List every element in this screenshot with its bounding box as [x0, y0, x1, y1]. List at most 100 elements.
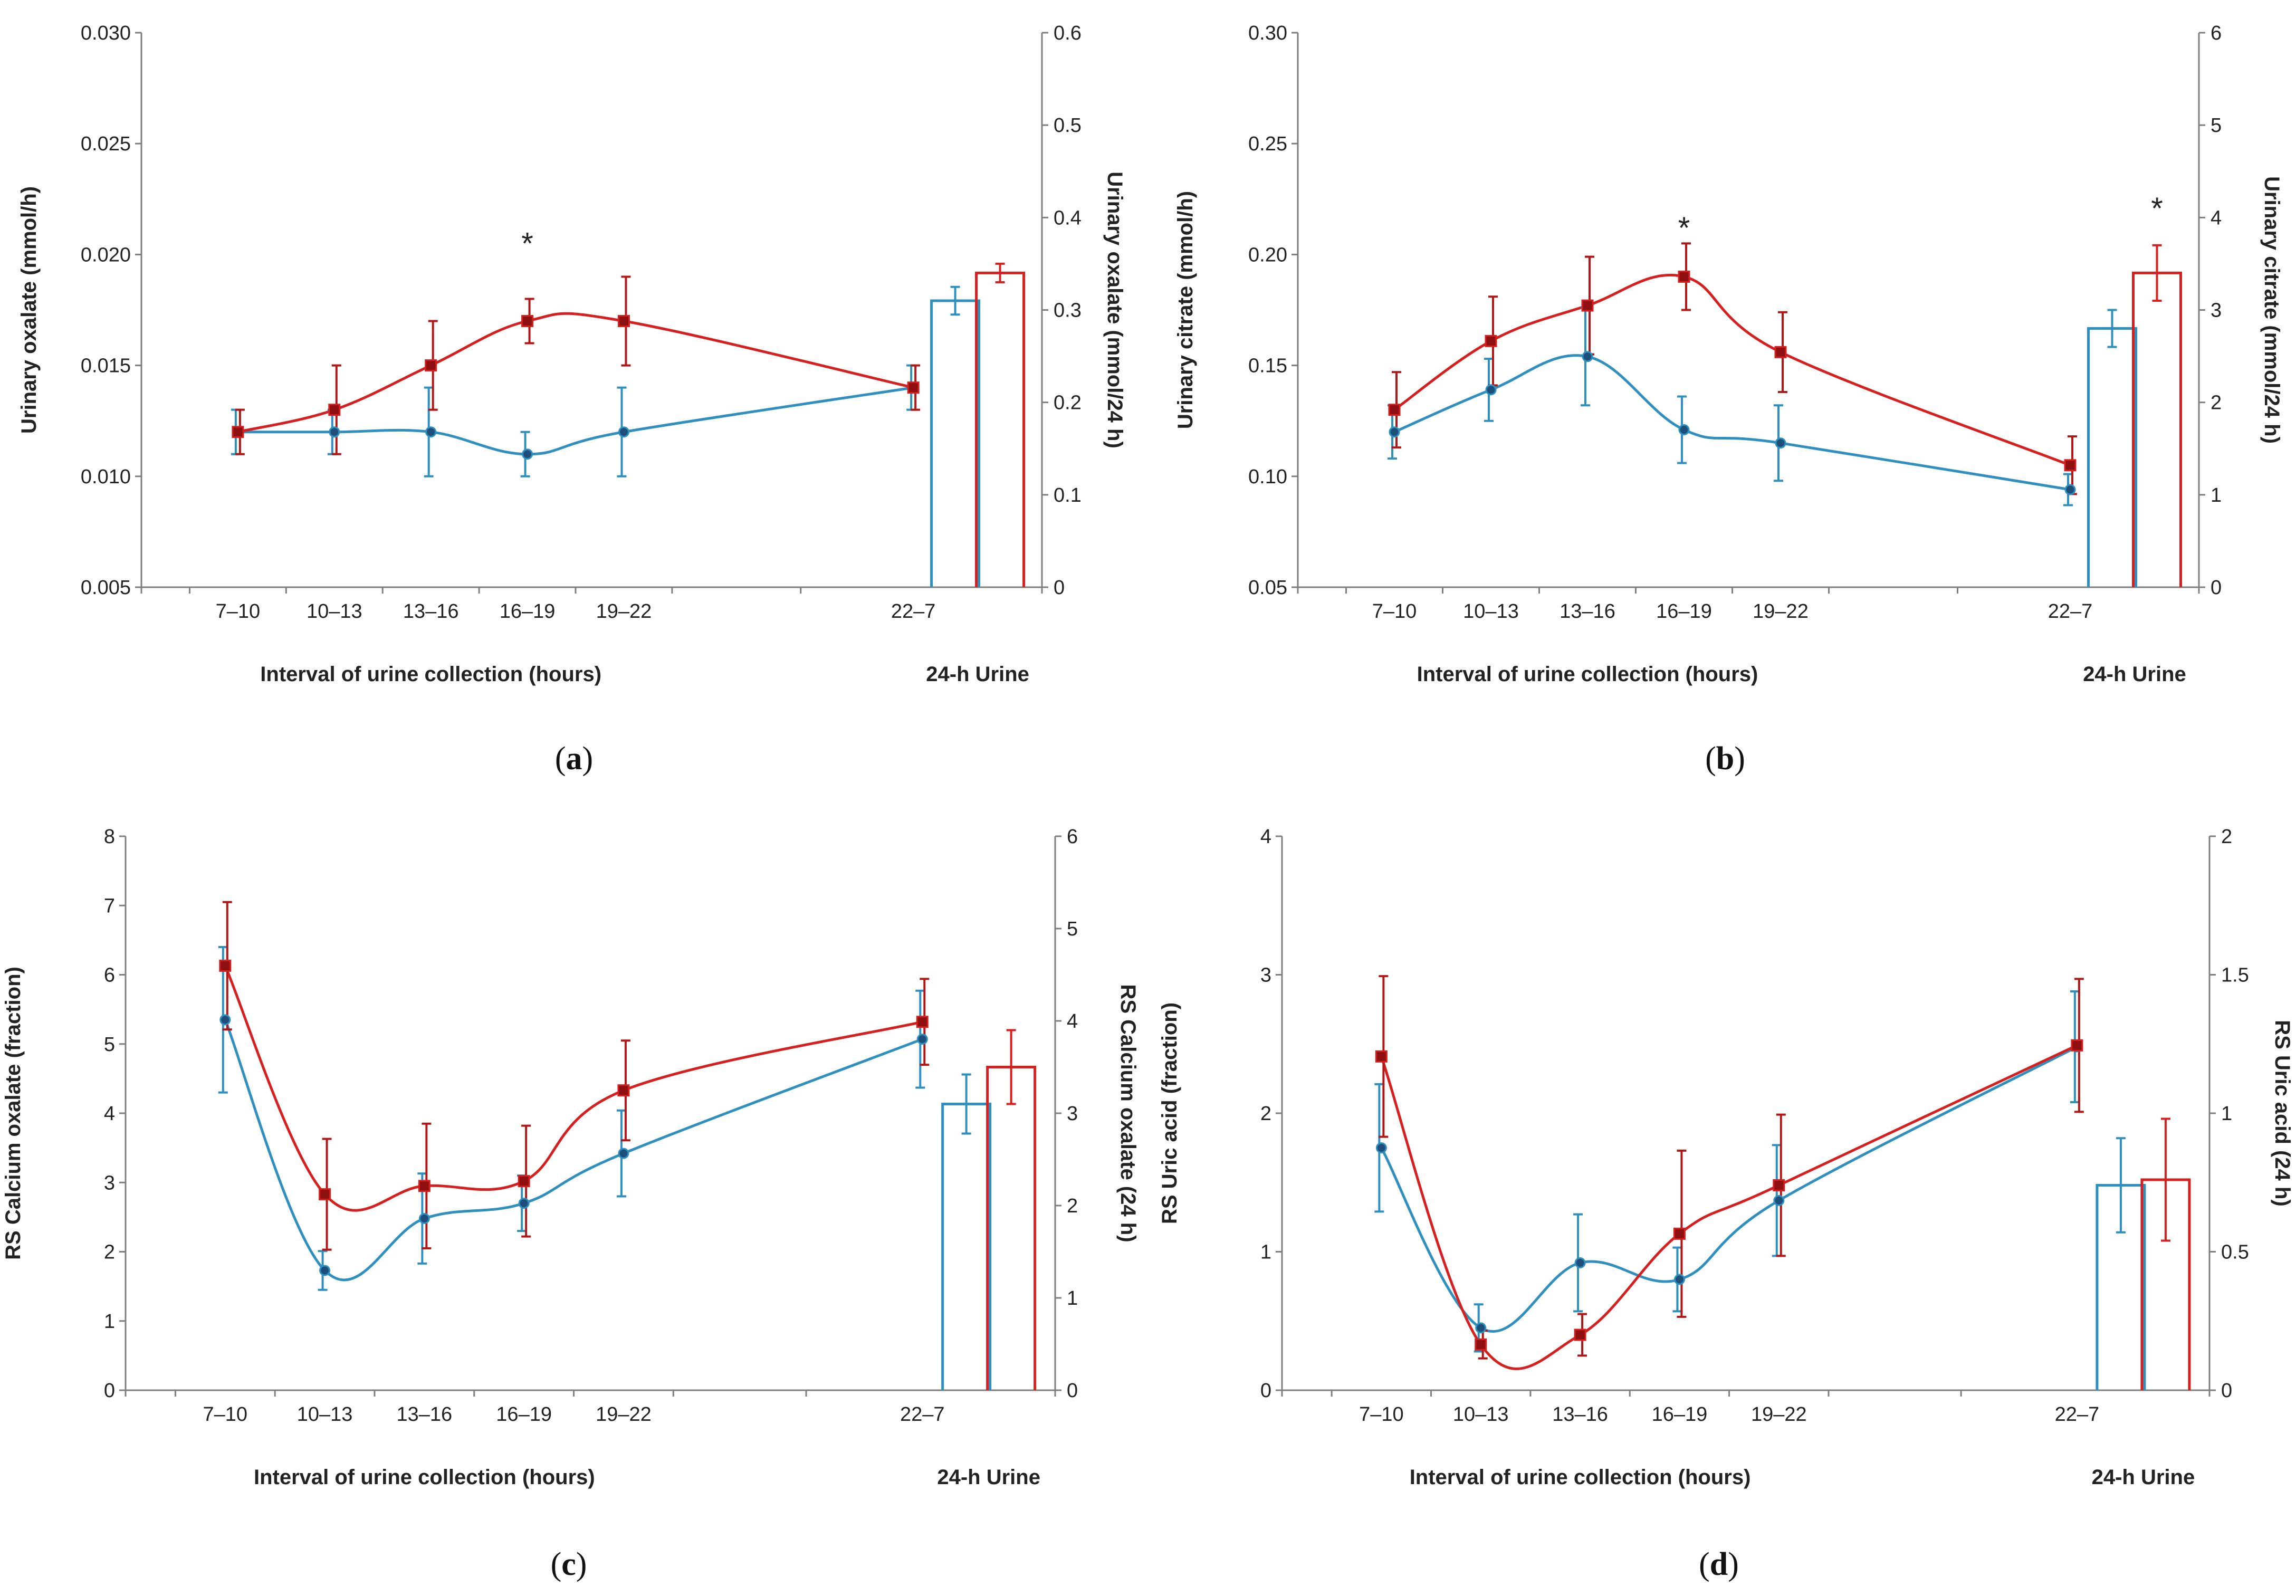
y-tick-label: 0.10	[1248, 466, 1287, 488]
y2-tick-label: 1	[1067, 1287, 1078, 1310]
x-tick-label: 7–10	[1372, 600, 1417, 623]
y-axis-title: RS Calcium oxalate (fraction)	[2, 967, 25, 1260]
y2-tick-label: 0.4	[1054, 207, 1082, 229]
chart-panel-b: 0.05 0.10 0.15 0.20 0.25 0.30 0 1 2 3 4 5 6 7–10 10–13…	[1174, 22, 2283, 777]
caption-open: (	[1699, 1546, 1710, 1582]
marker-blue	[1673, 1274, 1685, 1285]
x-tick-label: 10–13	[1463, 600, 1519, 623]
y-tick-label: 0	[1260, 1380, 1271, 1402]
y-tick-label: 0.030	[81, 22, 131, 44]
x-tick-label: 19–22	[596, 600, 652, 623]
y2-tick-label: 2	[2221, 826, 2232, 848]
marker-red	[1774, 346, 1787, 358]
x-tick-label: 13–16	[1552, 1403, 1608, 1426]
y-tick-label: 4	[104, 1103, 115, 1125]
marker-red	[518, 1175, 530, 1188]
y2-tick-label: 3	[1067, 1103, 1078, 1125]
x-tick-label: 22–7	[2048, 600, 2093, 623]
series-line-red	[1393, 273, 2071, 467]
marker-blue	[522, 448, 533, 460]
x-axis-title: Interval of urine collection (hours)	[260, 663, 601, 686]
y2-tick-label: 0.3	[1054, 300, 1082, 322]
x-tick-label: 10–13	[307, 600, 362, 623]
x-tick-label: 16–19	[1652, 1403, 1708, 1426]
marker-red	[1673, 1227, 1686, 1240]
marker-red	[328, 404, 341, 416]
y-tick-label: 1	[104, 1311, 115, 1333]
chart-panel-c: 0 1 2 3 4 5 6 7 8 0 1 2 3 4 5 6 7–10 10–13 13–16 16–19 19–22…	[2, 826, 1140, 1582]
caption-letter: b	[1716, 741, 1734, 777]
marker-blue	[1475, 1322, 1487, 1334]
x-tick-label: 22–7	[891, 600, 936, 623]
y-tick-label: 7	[104, 895, 115, 917]
bar-24h-blue	[2087, 327, 2137, 587]
marker-red	[617, 1084, 630, 1097]
marker-red	[1375, 1050, 1388, 1063]
y-tick-label: 0.005	[81, 577, 131, 599]
marker-blue	[1485, 384, 1497, 396]
series-line-red	[224, 965, 923, 1212]
y-tick-label: 0.015	[81, 355, 131, 377]
marker-blue	[618, 426, 629, 438]
marker-blue	[2064, 484, 2076, 495]
caption-letter: c	[561, 1546, 576, 1582]
x-tick-label: 16–19	[1656, 600, 1712, 623]
y-tick-label: 0.15	[1248, 355, 1287, 377]
marker-red	[319, 1188, 331, 1201]
panel-caption: (a)	[555, 741, 593, 777]
y2-tick-label: 3	[2211, 300, 2222, 322]
bar-24h-blue	[930, 299, 981, 587]
x-axis-title: Interval of urine collection (hours)	[1410, 1466, 1751, 1489]
y2-axis-title: RS Uric acid (24 h)	[2271, 1020, 2294, 1206]
y-tick-label: 5	[104, 1034, 115, 1056]
y2-tick-label: 0.5	[2221, 1241, 2249, 1264]
marker-blue	[1375, 1142, 1387, 1154]
marker-red	[1773, 1179, 1785, 1191]
x-tick-label: 19–22	[1751, 1403, 1807, 1426]
chart-panel-d: 0 1 2 3 4 0 0.5 1 1.5 2 7–10 10–13 13–16 16–19 19–22 22…	[1158, 826, 2294, 1582]
marker-red	[1581, 299, 1594, 312]
marker-blue	[418, 1213, 430, 1224]
y-tick-label: 0.020	[81, 244, 131, 266]
x-axis-title: Interval of urine collection (hours)	[1417, 663, 1758, 686]
y2-tick-label: 0	[1054, 577, 1065, 599]
caption-close: )	[1728, 1546, 1739, 1582]
y2-tick-label: 0.5	[1054, 114, 1082, 137]
caption-close: )	[1734, 741, 1745, 777]
x-tick-label: 19–22	[596, 1403, 652, 1426]
y2-tick-label: 1.5	[2221, 964, 2249, 987]
marker-blue	[219, 1014, 231, 1026]
y2-tick-label: 0	[1067, 1380, 1078, 1402]
caption-open: (	[551, 1546, 562, 1582]
series-line-blue	[224, 1019, 923, 1282]
marker-red	[2071, 1039, 2083, 1052]
y2-tick-label: 1	[2221, 1103, 2232, 1125]
y-tick-label: 0.30	[1248, 22, 1287, 44]
marker-blue	[425, 426, 437, 438]
significance-star: *	[1678, 211, 1690, 245]
bar-24h-red	[986, 1066, 1037, 1390]
y2-tick-label: 1	[2211, 484, 2222, 506]
y2-tick-label: 0.6	[1054, 22, 1082, 44]
x-tick-label: 16–19	[496, 1403, 552, 1426]
marker-blue	[329, 426, 340, 438]
panel-caption: (c)	[551, 1546, 587, 1582]
bars-axis-title: 24-h Urine	[2083, 663, 2186, 686]
y2-tick-label: 0.2	[1054, 392, 1082, 414]
y-tick-label: 0.20	[1248, 244, 1287, 266]
bars-axis-title: 24-h Urine	[926, 663, 1029, 686]
marker-red	[425, 359, 437, 372]
bar-24h-red	[2132, 271, 2182, 587]
caption-letter: d	[1710, 1546, 1728, 1582]
y-tick-label: 0.010	[81, 466, 131, 488]
x-axis-title: Interval of urine collection (hours)	[254, 1466, 595, 1489]
x-tick-label: 22–7	[900, 1403, 945, 1426]
marker-blue	[1775, 437, 1786, 449]
bar-24h-blue	[941, 1103, 992, 1390]
marker-red	[907, 381, 920, 394]
bars-axis-title: 24-h Urine	[2092, 1466, 2195, 1489]
marker-blue	[518, 1198, 530, 1209]
y2-tick-label: 0	[2221, 1380, 2232, 1402]
bars-axis-title: 24-h Urine	[937, 1466, 1040, 1489]
